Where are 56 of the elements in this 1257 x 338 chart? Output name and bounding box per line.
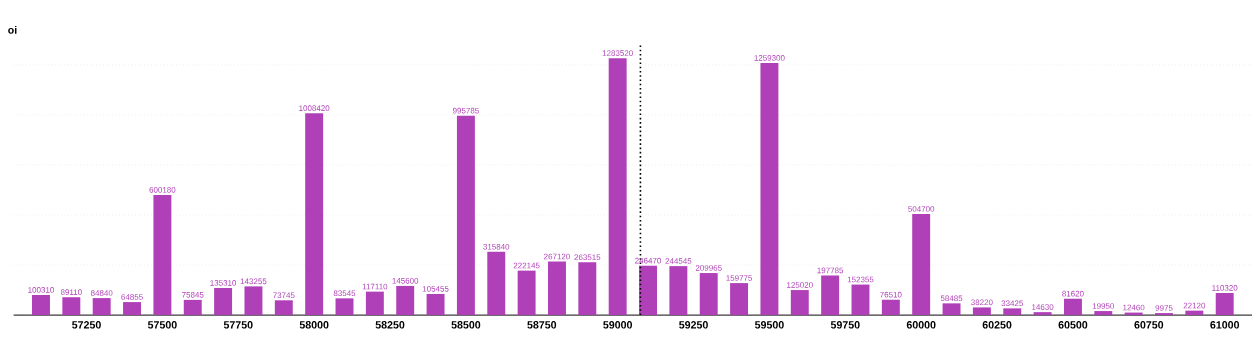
- bar: [1155, 313, 1173, 316]
- bar: [639, 265, 657, 316]
- bar: [578, 262, 597, 316]
- bar: [426, 293, 445, 316]
- bar: [730, 283, 749, 316]
- bar: [942, 303, 961, 316]
- bar: [790, 290, 809, 316]
- x-tick-label: 58750: [527, 321, 557, 329]
- x-tick-label: 58000: [299, 321, 329, 329]
- bar: [760, 63, 779, 316]
- bar: [92, 298, 111, 316]
- x-tick-label: 57500: [147, 321, 177, 329]
- y-axis-title: oi: [8, 25, 17, 34]
- x-tick-label: 59500: [754, 321, 784, 329]
- x-tick-label: 60750: [1134, 321, 1164, 329]
- bar: [699, 273, 718, 316]
- bar: [335, 298, 354, 316]
- bar: [1185, 310, 1204, 316]
- x-tick-label: 60500: [1058, 321, 1088, 329]
- bar: [851, 284, 870, 316]
- bar: [821, 275, 840, 316]
- bar: [183, 299, 202, 316]
- bar: [274, 300, 293, 316]
- bar: [517, 270, 536, 316]
- x-tick-label: 61000: [1210, 321, 1240, 329]
- bar: [1215, 292, 1234, 316]
- bar: [1063, 298, 1082, 316]
- bar: [396, 285, 415, 316]
- bar: [62, 297, 81, 316]
- x-tick-label: 60250: [982, 321, 1012, 329]
- bar: [365, 291, 384, 316]
- x-tick-label: 59000: [603, 321, 633, 329]
- bar: [912, 214, 931, 316]
- bar: [244, 286, 263, 316]
- bar: [32, 294, 50, 316]
- bar: [608, 58, 627, 316]
- bar: [972, 307, 991, 316]
- bar: [881, 299, 900, 316]
- bar: [456, 115, 475, 316]
- x-tick-label: 58500: [451, 321, 481, 329]
- bar: [669, 266, 688, 316]
- bar: [1033, 312, 1052, 316]
- x-tick-label: 58250: [375, 321, 405, 329]
- x-tick-label: 57250: [72, 321, 101, 329]
- bar: [1003, 308, 1022, 316]
- bar: [547, 261, 566, 316]
- bar: [487, 251, 506, 316]
- x-tick-label: 60000: [906, 321, 936, 329]
- bar: [1094, 311, 1113, 316]
- bar: [305, 113, 324, 316]
- bar: [214, 287, 233, 316]
- bar: [123, 302, 142, 316]
- x-tick-label: 59750: [830, 321, 860, 329]
- x-tick-label: 57750: [223, 321, 253, 329]
- x-tick-label: 59250: [679, 321, 708, 329]
- bar: [153, 194, 172, 316]
